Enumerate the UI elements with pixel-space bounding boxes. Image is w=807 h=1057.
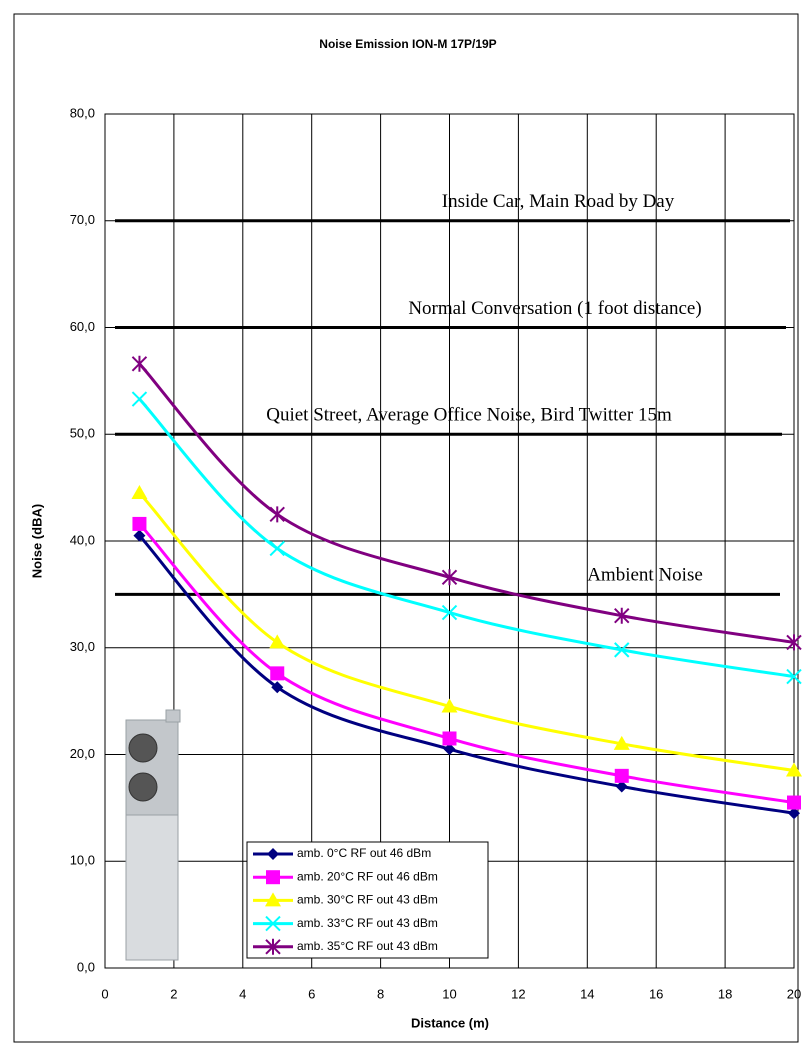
- x-tick-label: 20: [787, 986, 801, 1001]
- reference-label: Normal Conversation (1 foot distance): [408, 298, 701, 319]
- marker: [443, 731, 457, 745]
- legend-label: amb. 30°C RF out 43 dBm: [297, 893, 438, 907]
- chart-title: Noise Emission ION-M 17P/19P: [319, 37, 496, 51]
- x-tick-label: 16: [649, 986, 663, 1001]
- x-tick-label: 0: [101, 986, 108, 1001]
- page: Noise Emission ION-M 17P/19P Noise (dBA)…: [0, 0, 807, 1057]
- legend-marker: [266, 870, 280, 884]
- chart: Noise Emission ION-M 17P/19P Noise (dBA)…: [0, 0, 807, 1057]
- device-image: [126, 710, 180, 960]
- x-tick-label: 8: [377, 986, 384, 1001]
- x-tick-label: 6: [308, 986, 315, 1001]
- y-tick-label: 50,0: [70, 426, 95, 441]
- legend-label: amb. 0°C RF out 46 dBm: [297, 846, 431, 860]
- x-axis-label: Distance (m): [411, 1015, 489, 1030]
- marker: [787, 796, 801, 810]
- x-tick-label: 12: [511, 986, 525, 1001]
- y-tick-label: 60,0: [70, 319, 95, 334]
- y-tick-label: 30,0: [70, 639, 95, 654]
- y-tick-label: 80,0: [70, 105, 95, 120]
- device-bracket: [166, 710, 180, 722]
- legend-label: amb. 20°C RF out 46 dBm: [297, 869, 438, 883]
- x-tick-label: 4: [239, 986, 246, 1001]
- legend: amb. 0°C RF out 46 dBm amb. 20°C RF out 4…: [247, 842, 488, 958]
- marker: [615, 769, 629, 783]
- reference-label: Inside Car, Main Road by Day: [442, 191, 675, 212]
- marker: [266, 870, 280, 884]
- x-tick-label: 2: [170, 986, 177, 1001]
- device-fan: [129, 734, 157, 762]
- reference-label: Quiet Street, Average Office Noise, Bird…: [266, 405, 672, 426]
- y-tick-label: 70,0: [70, 212, 95, 227]
- x-tick-label: 10: [442, 986, 456, 1001]
- x-tick-label: 14: [580, 986, 594, 1001]
- marker: [270, 666, 284, 680]
- reference-label: Ambient Noise: [587, 565, 703, 586]
- y-tick-label: 40,0: [70, 532, 95, 547]
- legend-label: amb. 35°C RF out 43 dBm: [297, 939, 438, 953]
- device-top: [126, 720, 178, 815]
- marker: [132, 517, 146, 531]
- device-fan: [129, 773, 157, 801]
- x-tick-label: 18: [718, 986, 732, 1001]
- legend-label: amb. 33°C RF out 43 dBm: [297, 916, 438, 930]
- y-tick-label: 20,0: [70, 746, 95, 761]
- y-axis-label: Noise (dBA): [29, 504, 44, 578]
- y-tick-label: 0,0: [77, 959, 95, 974]
- y-tick-label: 10,0: [70, 853, 95, 868]
